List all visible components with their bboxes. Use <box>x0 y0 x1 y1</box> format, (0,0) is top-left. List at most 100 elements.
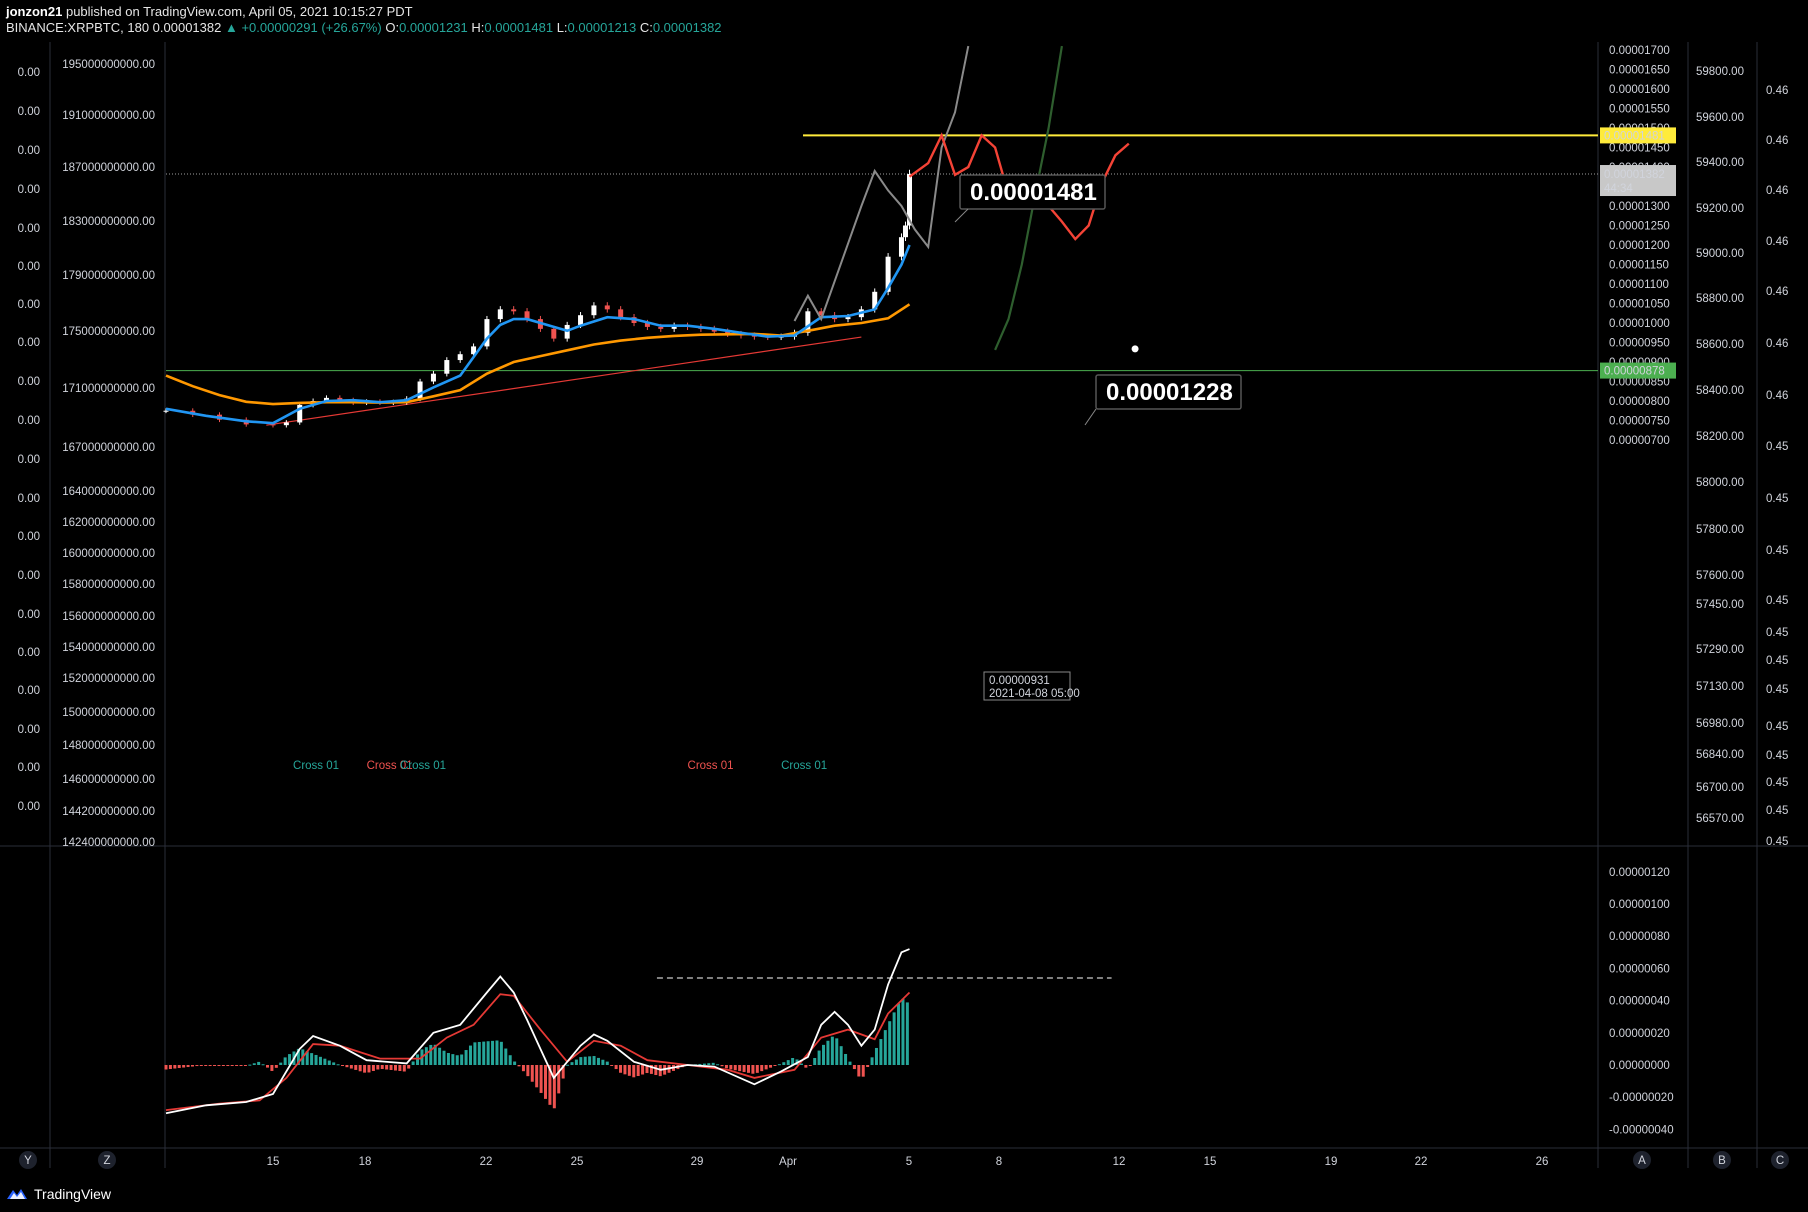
macd-histogram-bar <box>204 1065 208 1066</box>
right-axis-2-tick: 59200.00 <box>1696 203 1744 215</box>
change-value: ▲ +0.00000291 (+26.67%) <box>224 20 382 35</box>
right-axis-2-tick: 56570.00 <box>1696 813 1744 825</box>
tradingview-logo[interactable]: TradingView <box>6 1183 111 1205</box>
time-axis-tick: 19 <box>1325 1156 1338 1168</box>
right-axis-2-tick: 56840.00 <box>1696 749 1744 761</box>
macd-histogram-bar <box>407 1065 411 1069</box>
left-axis-1-tick: 0.00 <box>18 337 40 349</box>
time-axis-tick: 12 <box>1113 1156 1126 1168</box>
macd-histogram-bar <box>314 1054 318 1065</box>
macd-histogram-bar <box>742 1065 746 1072</box>
macd-histogram-bar <box>561 1065 565 1079</box>
candle-body <box>872 291 878 310</box>
price-axis-tick: 0.00001150 <box>1609 260 1669 272</box>
macd-histogram-bar <box>654 1065 658 1076</box>
macd-histogram-bar <box>711 1062 715 1065</box>
axis-button-c[interactable] <box>1771 1151 1789 1169</box>
right-axis-2-tick: 57290.00 <box>1696 644 1744 656</box>
candle-body <box>805 311 811 333</box>
macd-histogram-bar <box>186 1065 190 1068</box>
macd-histogram-bar <box>649 1065 653 1074</box>
axis-button-label: B <box>1718 1155 1726 1167</box>
right-axis-3-tick: 0.45 <box>1766 545 1788 557</box>
axis-button-a[interactable] <box>1633 1151 1651 1169</box>
axis-button-z[interactable] <box>98 1151 116 1169</box>
candle-body <box>818 311 824 316</box>
right-axis-2-tick: 57450.00 <box>1696 599 1744 611</box>
macd-histogram-bar <box>738 1065 742 1072</box>
macd-histogram-bar <box>901 998 905 1065</box>
macd-histogram-bar <box>535 1065 539 1088</box>
price-axis-tick: 0.00000700 <box>1609 435 1670 447</box>
macd-histogram-bar <box>892 1012 896 1065</box>
author[interactable]: jonzon21 <box>6 4 63 19</box>
left-axis-2-tick: 175000000000.00 <box>62 326 155 338</box>
macd-line <box>165 948 910 1115</box>
price-axis-tick: 0.00001200 <box>1609 240 1670 252</box>
macd-histogram-bar <box>764 1065 768 1070</box>
projection-green-path <box>994 45 1063 351</box>
macd-axis-tick: 0.00000020 <box>1609 1028 1670 1040</box>
left-axis-2-tick: 160000000000.00 <box>62 548 155 560</box>
macd-histogram-bar <box>226 1065 230 1066</box>
price-axis-tick: 0.00000800 <box>1609 396 1670 408</box>
left-axis-2-tick: 167000000000.00 <box>62 442 155 454</box>
macd-histogram-bar <box>288 1054 292 1065</box>
right-axis-3-tick: 0.45 <box>1766 721 1788 733</box>
ema-fast-line <box>165 244 911 425</box>
left-axis-1-tick: 0.00 <box>18 261 40 273</box>
macd-histogram-bar <box>468 1045 472 1065</box>
candle-body <box>283 422 289 426</box>
axis-button-b[interactable] <box>1713 1151 1731 1169</box>
macd-histogram-bar <box>588 1056 592 1065</box>
resistance-badge <box>1600 127 1676 144</box>
tradingview-icon <box>7 1189 27 1199</box>
macd-histogram-bar <box>605 1061 609 1065</box>
macd-histogram-bar <box>455 1055 459 1065</box>
macd-histogram-bar <box>539 1065 543 1093</box>
close-value: 0.00001382 <box>652 20 722 35</box>
macd-histogram-bar <box>614 1065 618 1070</box>
time-axis-tick: 22 <box>1415 1156 1428 1168</box>
right-axis-2-tick: 59800.00 <box>1696 66 1744 78</box>
macd-histogram-bar <box>389 1065 393 1071</box>
macd-histogram-bar <box>213 1065 217 1066</box>
macd-histogram-bar <box>632 1065 636 1078</box>
macd-histogram-bar <box>698 1063 702 1065</box>
macd-histogram-bar <box>641 1065 645 1075</box>
macd-histogram-bar <box>323 1058 327 1065</box>
macd-histogram-bar <box>751 1065 755 1074</box>
time-axis-tick: 15 <box>267 1156 280 1168</box>
macd-histogram-bar <box>517 1065 521 1067</box>
macd-histogram-bar <box>504 1048 508 1065</box>
macd-histogram-bar <box>446 1053 450 1065</box>
price-axis-tick: 0.00001050 <box>1609 299 1670 311</box>
candle-body <box>618 309 624 318</box>
right-axis-3-tick: 0.45 <box>1766 684 1788 696</box>
candle-body <box>907 174 912 226</box>
macd-histogram-bar <box>499 1041 503 1065</box>
left-axis-2-tick: 164000000000.00 <box>62 486 155 498</box>
time-axis-tick: 5 <box>906 1156 912 1168</box>
price-axis-tick: 0.00001300 <box>1609 201 1670 213</box>
axis-button-y[interactable] <box>19 1151 37 1169</box>
resistance-badge-text: 0.00001481 <box>1604 130 1665 142</box>
macd-histogram-bar <box>866 1065 870 1068</box>
macd-histogram-bar <box>861 1065 865 1077</box>
macd-histogram-bar <box>905 1002 909 1065</box>
macd-histogram-bar <box>799 1063 803 1065</box>
projection-gray-path <box>793 45 970 322</box>
candle-body <box>644 323 650 327</box>
symbol-label[interactable]: BINANCE:XRPBTC, 180 <box>6 20 150 35</box>
macd-histogram-bar <box>874 1047 878 1065</box>
macd-histogram-bar <box>248 1064 252 1066</box>
time-axis-tick: 25 <box>571 1156 584 1168</box>
time-axis-tick: 29 <box>691 1156 704 1168</box>
right-axis-2-tick: 57600.00 <box>1696 570 1744 582</box>
macd-histogram-bar <box>733 1065 737 1071</box>
macd-histogram-bar <box>839 1046 843 1065</box>
price-axis-tick: 0.00001600 <box>1609 84 1670 96</box>
macd-histogram-bar <box>270 1065 274 1071</box>
macd-histogram-bar <box>252 1063 256 1065</box>
